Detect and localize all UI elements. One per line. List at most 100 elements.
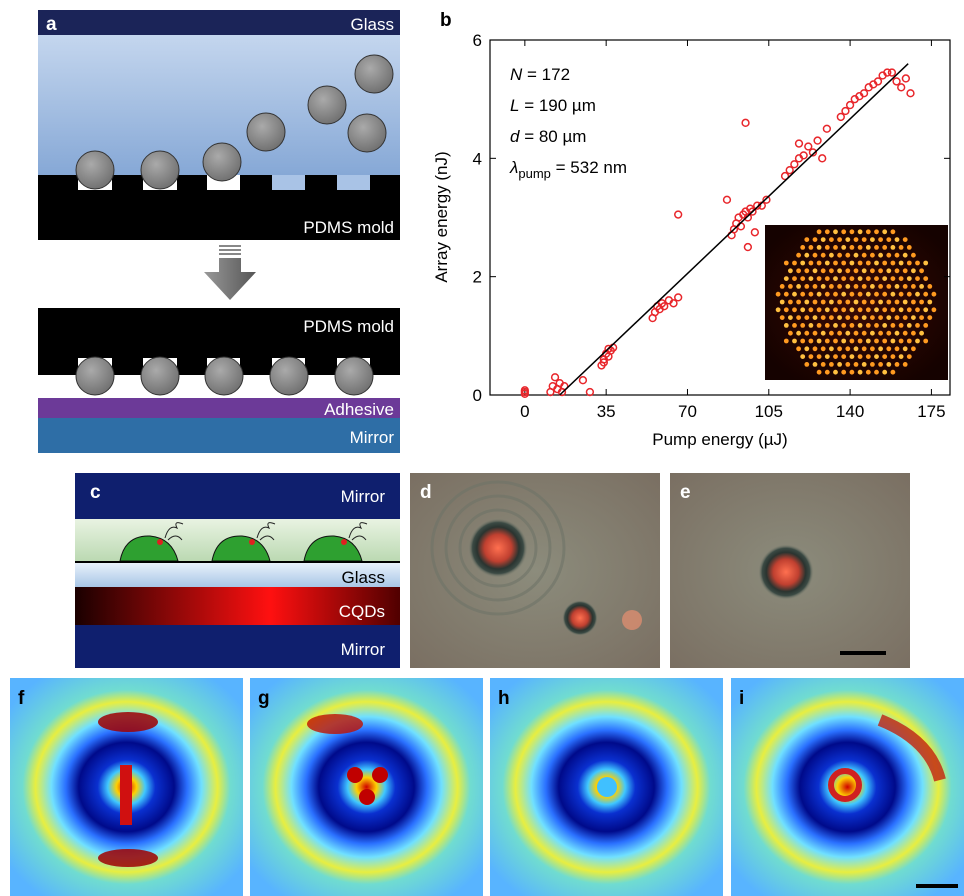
inset-dot <box>891 276 896 281</box>
data-point <box>902 75 909 82</box>
data-point <box>744 244 751 251</box>
inset-dot <box>829 362 834 367</box>
inset-dot <box>858 370 863 375</box>
inset-dot <box>874 292 879 297</box>
inset-dot <box>891 261 896 266</box>
inset-dot <box>821 362 826 367</box>
inset-dot <box>932 292 937 297</box>
inset-dot <box>792 323 797 328</box>
inset-dot <box>907 339 912 344</box>
inset-dot <box>870 300 875 305</box>
inset-dot <box>809 245 814 250</box>
inset-dot <box>809 292 814 297</box>
inset-dot <box>825 323 830 328</box>
scatter-chart: 035701051401750246N = 172L = 190 µmd = 8… <box>473 31 950 421</box>
inset-dot <box>862 237 867 242</box>
inset-dot <box>809 323 814 328</box>
inset-dot <box>870 268 875 273</box>
inset-dot <box>882 339 887 344</box>
inset-dot <box>923 292 928 297</box>
panel-label: c <box>90 482 101 503</box>
inset-dot <box>886 300 891 305</box>
inset-dot <box>813 253 818 258</box>
inset-dot <box>837 331 842 336</box>
panel-label: h <box>498 688 510 709</box>
panel-label: i <box>739 688 744 709</box>
inset-dot <box>915 276 920 281</box>
layer-label: Glass <box>351 15 394 34</box>
inset-dot <box>817 323 822 328</box>
inset-dot <box>923 307 928 312</box>
inset-dot <box>833 292 838 297</box>
inset-dot <box>854 253 859 258</box>
inset-dot <box>817 245 822 250</box>
inset-dot <box>919 315 924 320</box>
data-point <box>724 196 731 203</box>
inset-dot <box>895 253 900 258</box>
inset-dot <box>911 284 916 289</box>
inset-dot <box>919 300 924 305</box>
inset-dot <box>907 276 912 281</box>
layer-label: Mirror <box>341 487 386 506</box>
inset-dot <box>784 276 789 281</box>
annotation: λpump = 532 nm <box>509 158 627 181</box>
inset-dot <box>784 323 789 328</box>
inset-dot <box>858 307 863 312</box>
data-point <box>580 377 587 384</box>
inset-dot <box>833 339 838 344</box>
inset-dot <box>837 284 842 289</box>
inset-dot <box>796 315 801 320</box>
x-tick-label: 140 <box>836 402 864 421</box>
inset-dot <box>866 339 871 344</box>
inset-dot <box>813 284 818 289</box>
inset-dot <box>886 284 891 289</box>
inset-dot <box>899 339 904 344</box>
inset-dot <box>895 284 900 289</box>
inset-dot <box>841 261 846 266</box>
mode-map <box>250 678 483 896</box>
panel-i: i <box>731 678 964 896</box>
inset-dot <box>817 229 822 234</box>
inset-dot <box>800 261 805 266</box>
inset-dot <box>817 339 822 344</box>
inset-dot <box>825 354 830 359</box>
inset-dot <box>792 261 797 266</box>
inset-dot <box>923 261 928 266</box>
inset-dot <box>804 237 809 242</box>
panel-label: a <box>46 14 57 35</box>
inset-dot <box>899 245 904 250</box>
inset-dot <box>932 307 937 312</box>
inset-dot <box>829 237 834 242</box>
panel-label: d <box>420 482 432 503</box>
inset-dot <box>854 268 859 273</box>
inset-dot <box>817 370 822 375</box>
annotation-part: N <box>510 65 523 84</box>
inset-dot <box>891 354 896 359</box>
inset-dot <box>874 229 879 234</box>
annotation: N = 172 <box>510 65 570 84</box>
glass <box>38 10 400 35</box>
inset-dot <box>792 339 797 344</box>
x-tick-label: 175 <box>917 402 945 421</box>
inset-dot <box>845 237 850 242</box>
inset-dot <box>837 300 842 305</box>
inset-dot <box>821 268 826 273</box>
data-point <box>675 294 682 301</box>
inset-dot <box>804 268 809 273</box>
panel-h: h <box>490 678 723 896</box>
scale-bar <box>916 884 958 888</box>
inset-dot <box>854 237 859 242</box>
inset-dot <box>854 284 859 289</box>
inset-dot <box>813 346 818 351</box>
inset-dot <box>891 339 896 344</box>
inset-dot <box>923 323 928 328</box>
inset-dot <box>870 315 875 320</box>
inset-dot <box>825 307 830 312</box>
inset-dot <box>809 307 814 312</box>
inset-dot <box>821 331 826 336</box>
inset-dot <box>800 307 805 312</box>
inset-dot <box>850 307 855 312</box>
inset-dot <box>837 362 842 367</box>
y-tick-label: 2 <box>473 268 482 287</box>
inset-dot <box>899 323 904 328</box>
